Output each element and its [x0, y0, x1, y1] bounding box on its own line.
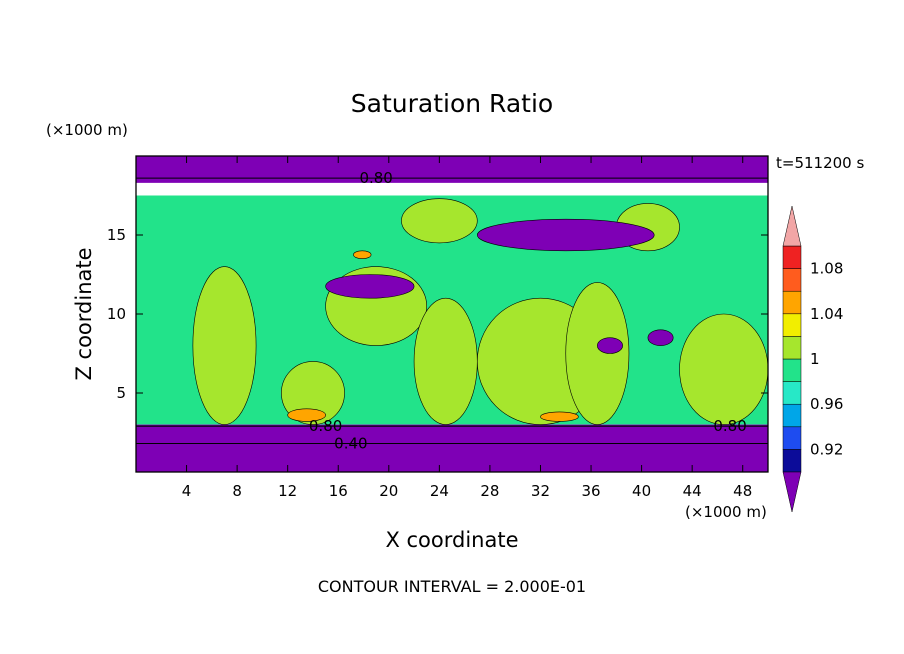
y-axis-label: Z coordinate — [72, 247, 96, 380]
field-feature-saturated-plume — [679, 313, 768, 425]
x-unit-label: (×1000 m) — [685, 503, 767, 521]
colorbar: 0.92 0.96 1 1.04 1.08 — [782, 205, 843, 513]
contour-label: 0.80 — [713, 417, 746, 435]
colorbar-band — [782, 290, 802, 315]
colorbar-band — [782, 403, 802, 428]
colorbar-band — [782, 268, 802, 292]
contour-label: 0.80 — [309, 417, 342, 435]
colorbar-over-arrow — [782, 205, 802, 247]
x-tick-label: 20 — [379, 482, 398, 500]
colorbar-band — [782, 358, 802, 382]
field-feature-anvil — [401, 198, 478, 244]
colorbar-band — [782, 336, 802, 360]
contour-interval-note: CONTOUR INTERVAL = 2.000E-01 — [318, 577, 586, 596]
y-tick-label: 10 — [107, 305, 126, 323]
colorbar-band — [782, 245, 802, 269]
field-layer-dry-lower — [136, 424, 768, 472]
colorbar-label: 0.92 — [810, 440, 843, 458]
colorbar-band — [782, 426, 802, 450]
field-feature-dry-patch — [647, 329, 674, 346]
colorbar-label: 0.96 — [810, 395, 843, 413]
y-unit-label: (×1000 m) — [46, 121, 128, 139]
field-layer-dry-upper — [136, 156, 768, 183]
x-tick-label: 32 — [531, 482, 550, 500]
field-feature-saturated-plume — [192, 266, 257, 425]
colorbar-label: 1.08 — [810, 260, 843, 278]
contour-label: 0.40 — [334, 435, 367, 453]
colorbar-under-arrow — [782, 471, 802, 513]
colorbar-band — [782, 313, 802, 337]
x-tick-label: 28 — [480, 482, 499, 500]
x-tick-label: 16 — [329, 482, 348, 500]
x-tick-label: 48 — [733, 482, 752, 500]
y-tick-label: 5 — [116, 384, 126, 402]
field-feature-dry-patch — [597, 337, 623, 354]
field-feature-saturated-plume — [281, 361, 345, 425]
x-axis: 4 8 12 16 20 24 28 32 36 40 44 48 — [182, 156, 752, 500]
time-label: t=511200 s — [776, 154, 864, 172]
x-tick-label: 12 — [278, 482, 297, 500]
contour-field — [136, 156, 768, 472]
contour-labels: 0.800.80 0.800.40 — [309, 169, 747, 452]
colorbar-label: 1.04 — [810, 305, 843, 323]
field-feature-dry-patch — [325, 274, 415, 299]
field-feature-saturated-plume — [565, 282, 630, 425]
x-tick-label: 44 — [683, 482, 702, 500]
colorbar-label: 1 — [810, 350, 820, 368]
y-tick-label: 15 — [107, 226, 126, 244]
x-tick-label: 40 — [632, 482, 651, 500]
field-feature-saturated-plume — [413, 297, 478, 425]
x-axis-label: X coordinate — [385, 528, 518, 552]
y-axis: 5 10 15 — [107, 226, 768, 402]
x-tick-label: 36 — [581, 482, 600, 500]
x-tick-label: 8 — [232, 482, 242, 500]
field-feature-supersaturated — [353, 250, 372, 260]
field-feature-supersaturated — [287, 408, 326, 422]
field-feature-supersaturated — [540, 411, 579, 422]
x-tick-label: 4 — [182, 482, 192, 500]
field-feature-dry-patch — [476, 218, 655, 252]
x-tick-label: 24 — [430, 482, 449, 500]
colorbar-band — [782, 381, 802, 405]
colorbar-band — [782, 449, 802, 473]
contour-label: 0.80 — [359, 169, 392, 187]
chart-title: Saturation Ratio — [351, 89, 553, 118]
